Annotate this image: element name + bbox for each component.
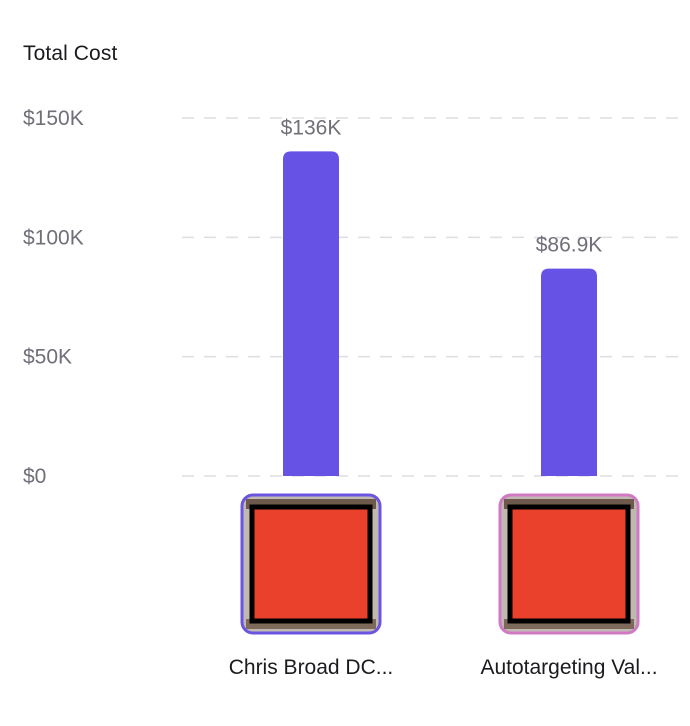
data-labels: $136K $86.9K	[281, 116, 603, 256]
y-tick-label: $0	[23, 465, 46, 488]
gridlines	[182, 117, 684, 477]
data-label: $136K	[281, 116, 342, 139]
bar[interactable]	[541, 268, 597, 476]
y-tick-label: $150K	[23, 107, 84, 130]
thumbnails	[240, 493, 640, 635]
y-tick-label: $50K	[23, 346, 72, 369]
data-label: $86.9K	[536, 234, 603, 257]
bars	[283, 151, 597, 476]
thumbnail-redaction	[507, 504, 631, 624]
x-axis-labels: Chris Broad DC... Autotargeting Val...	[229, 656, 658, 679]
thumbnail-redaction	[249, 504, 373, 624]
thumbnail-photo-edge	[504, 619, 634, 629]
chart-title: Total Cost	[23, 42, 118, 65]
thumbnail-photo-edge	[246, 619, 376, 629]
thumbnail-photo-edge	[246, 499, 376, 509]
thumbnail-photo-edge	[504, 499, 634, 509]
bar[interactable]	[283, 151, 339, 476]
y-axis-ticks: $0 $50K $100K $150K	[23, 107, 84, 488]
x-axis-label: Chris Broad DC...	[229, 656, 394, 679]
x-axis-label: Autotargeting Val...	[480, 656, 657, 679]
y-tick-label: $100K	[23, 226, 84, 249]
